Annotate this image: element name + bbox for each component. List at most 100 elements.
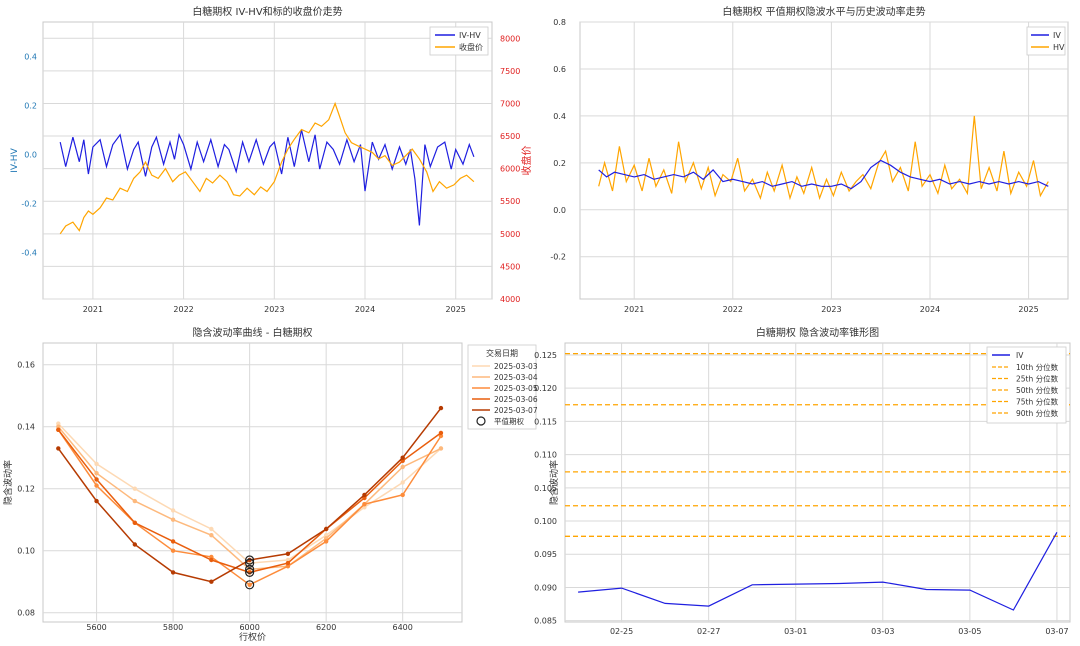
- smile-point: [56, 424, 61, 429]
- smile-point: [56, 446, 61, 451]
- legend-label: 2025-03-05: [494, 384, 538, 393]
- smile-point: [94, 498, 99, 504]
- y2-tick-label: 7000: [500, 99, 520, 108]
- legend: 交易日期 2025-03-03 2025-03-04 2025-03-05 2025-0…: [467, 344, 538, 430]
- legend-box: [986, 346, 1067, 424]
- smile-point: [132, 520, 138, 525]
- smile-point: [323, 526, 329, 532]
- legend-label: 25th 分位数: [1016, 374, 1059, 384]
- legend-label: 90th 分位数: [1016, 408, 1059, 418]
- legend: IV HV: [1026, 26, 1066, 56]
- legend-label: IV: [1016, 351, 1024, 360]
- y-tick-label: 0.090: [534, 583, 557, 592]
- y-tick-label: 0.2: [24, 101, 37, 110]
- chart-panel-2: 白糖期权 平值期权隐波水平与历史波动率走势 2021 2022 2023 2024 202…: [550, 5, 1069, 314]
- atm-marker: [245, 580, 255, 590]
- y-tick-label: 0.12: [17, 485, 35, 494]
- y-tick-label: 0.120: [534, 384, 557, 393]
- smile-point: [94, 471, 99, 476]
- smile-point: [170, 539, 176, 544]
- y-axis-label: IV-HV: [10, 147, 20, 172]
- x-tick-label: 2023: [821, 305, 841, 314]
- y-tick-label: 0.0: [24, 150, 37, 159]
- y-tick-label: 0.6: [553, 65, 566, 74]
- x-tick-label: 6000: [239, 623, 259, 632]
- smile-point: [323, 539, 329, 544]
- smile-point: [132, 498, 138, 504]
- x-tick-label: 5600: [86, 623, 106, 632]
- y-tick-label: 0.085: [534, 617, 557, 626]
- legend-label: 2025-03-06: [494, 395, 538, 404]
- smile-point: [400, 492, 405, 498]
- legend-label: 2025-03-07: [494, 406, 538, 415]
- legend-label: 75th 分位数: [1016, 397, 1059, 407]
- y2-tick-label: 6000: [500, 165, 520, 174]
- smile-point: [285, 564, 291, 569]
- y2-tick-label: 6500: [500, 132, 520, 141]
- series-line-iv: [578, 532, 1058, 611]
- y-tick-label: 0.8: [553, 18, 566, 27]
- smile-point: [56, 421, 61, 426]
- y-tick-label: 0.4: [553, 112, 566, 121]
- legend-label: 2025-03-04: [494, 373, 538, 382]
- chart-title: 白糖期权 IV-HV和标的收盘价走势: [192, 5, 342, 18]
- x-tick-label: 2023: [264, 305, 284, 314]
- smile-point: [438, 430, 444, 436]
- x-tick-label: 03-03: [871, 627, 894, 636]
- y-tick-label: 0.105: [534, 484, 557, 493]
- y-tick-label: 0.16: [17, 361, 35, 370]
- y-tick-label: 0.4: [24, 52, 37, 61]
- legend-box: [467, 344, 537, 430]
- smile-point: [132, 486, 138, 491]
- smile-point: [438, 433, 444, 439]
- smile-point: [56, 427, 61, 432]
- chart-panel-4: 白糖期权 隐含波动率锥形图 02-25 02-27 03-01 03-03 03-05 03…: [534, 326, 1071, 636]
- legend-label: IV: [1053, 31, 1061, 40]
- smile-point: [247, 582, 252, 587]
- smile-point: [285, 551, 291, 556]
- series-line-iv: [598, 159, 1049, 190]
- x-tick-label: 2025: [446, 305, 466, 314]
- y2-tick-label: 4500: [500, 262, 520, 271]
- smile-point: [285, 560, 291, 566]
- legend-label: 50th 分位数: [1016, 385, 1059, 395]
- smile-point: [94, 483, 99, 488]
- smile-point: [209, 557, 214, 563]
- y-tick-label: -0.4: [21, 248, 37, 257]
- chart-panel-1: 白糖期权 IV-HV和标的收盘价走势 2021 2022 2023 2024 2025 40…: [10, 5, 533, 314]
- x-tick-label: 02-25: [610, 627, 633, 636]
- y-axis-label: 隐含波动率: [2, 460, 14, 505]
- y2-tick-label: 7500: [500, 67, 520, 76]
- x-tick-label: 02-27: [697, 627, 720, 636]
- y2-tick-label: 4000: [500, 295, 520, 304]
- smile-point: [170, 570, 176, 575]
- y-tick-label: 0.2: [553, 159, 566, 168]
- plot-area: [42, 342, 463, 623]
- y-tick-label: 0.110: [534, 451, 557, 460]
- x-tick-label: 6400: [393, 623, 413, 632]
- legend-box: [429, 26, 489, 56]
- smile-point: [400, 480, 405, 485]
- smile-point: [285, 557, 291, 563]
- atm-marker: [245, 567, 255, 578]
- y2-axis-label: 收盘价: [520, 146, 533, 176]
- x-tick-label: 2022: [723, 305, 743, 314]
- x-tick-label: 5800: [163, 623, 183, 632]
- legend: IV-HV 收盘价: [429, 26, 489, 56]
- x-axis-label: 行权价: [239, 631, 266, 643]
- plot-area: [564, 342, 1071, 623]
- smile-point: [170, 508, 176, 513]
- y-tick-label: 0.095: [534, 550, 557, 559]
- chart-title: 白糖期权 隐含波动率锥形图: [756, 326, 879, 339]
- x-tick-label: 2022: [173, 305, 193, 314]
- smile-point: [209, 579, 214, 584]
- legend-label: IV-HV: [459, 31, 481, 40]
- smile-point: [209, 533, 214, 538]
- smile-point: [438, 446, 444, 451]
- atm-marker: [245, 558, 255, 568]
- y-tick-label: -0.2: [550, 253, 566, 262]
- chart-title: 白糖期权 平值期权隐波水平与历史波动率走势: [722, 5, 925, 18]
- legend-atm-swatch: [476, 416, 486, 426]
- series-line-close-price: [59, 101, 475, 235]
- y2-tick-label: 5500: [500, 197, 520, 206]
